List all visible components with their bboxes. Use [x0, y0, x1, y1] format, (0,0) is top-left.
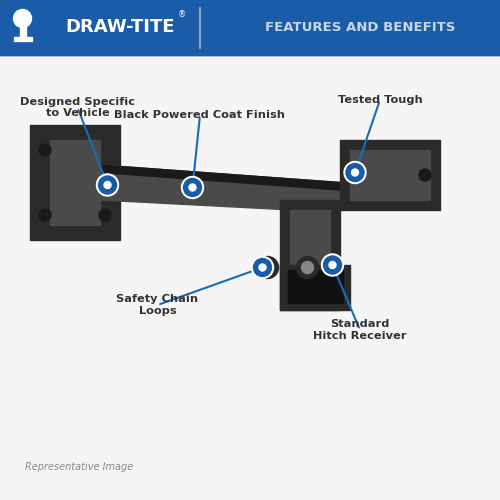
Polygon shape [288, 270, 343, 302]
Circle shape [344, 162, 366, 184]
Polygon shape [290, 210, 330, 300]
Text: Tested Tough: Tested Tough [338, 95, 422, 105]
Text: Standard
Hitch Receiver: Standard Hitch Receiver [313, 319, 407, 341]
Text: Designed Specific
to Vehicle: Designed Specific to Vehicle [20, 96, 135, 118]
Circle shape [322, 254, 344, 276]
Circle shape [39, 209, 51, 221]
Circle shape [419, 169, 431, 181]
Polygon shape [350, 150, 430, 200]
Circle shape [302, 262, 314, 274]
Circle shape [296, 256, 318, 278]
Polygon shape [100, 165, 340, 190]
Text: Black Powered Coat Finish: Black Powered Coat Finish [114, 110, 286, 120]
Circle shape [98, 176, 116, 194]
Circle shape [352, 169, 358, 176]
Text: Safety Chain
Loops: Safety Chain Loops [116, 294, 198, 316]
Bar [0, 0, 500, 55]
Text: ®: ® [178, 10, 186, 20]
Circle shape [39, 144, 51, 156]
Circle shape [329, 262, 336, 268]
Circle shape [254, 258, 272, 276]
Circle shape [99, 209, 111, 221]
Circle shape [182, 176, 204, 199]
Circle shape [324, 256, 342, 274]
Text: Representative Image: Representative Image [25, 462, 133, 472]
Polygon shape [280, 200, 340, 310]
Circle shape [14, 10, 32, 28]
Polygon shape [280, 265, 350, 310]
Circle shape [104, 182, 111, 188]
Polygon shape [340, 140, 440, 210]
Circle shape [252, 256, 274, 278]
Circle shape [262, 262, 274, 274]
Polygon shape [30, 125, 120, 240]
Circle shape [189, 184, 196, 191]
Circle shape [96, 174, 118, 196]
Polygon shape [100, 165, 340, 212]
Polygon shape [50, 140, 100, 225]
Text: DRAW-TITE: DRAW-TITE [65, 18, 174, 36]
Circle shape [256, 256, 278, 278]
Bar [14, 36, 32, 40]
Bar [20, 24, 26, 38]
Circle shape [346, 164, 364, 182]
Text: FEATURES AND BENEFITS: FEATURES AND BENEFITS [265, 21, 455, 34]
Circle shape [259, 264, 266, 271]
Circle shape [184, 178, 202, 196]
